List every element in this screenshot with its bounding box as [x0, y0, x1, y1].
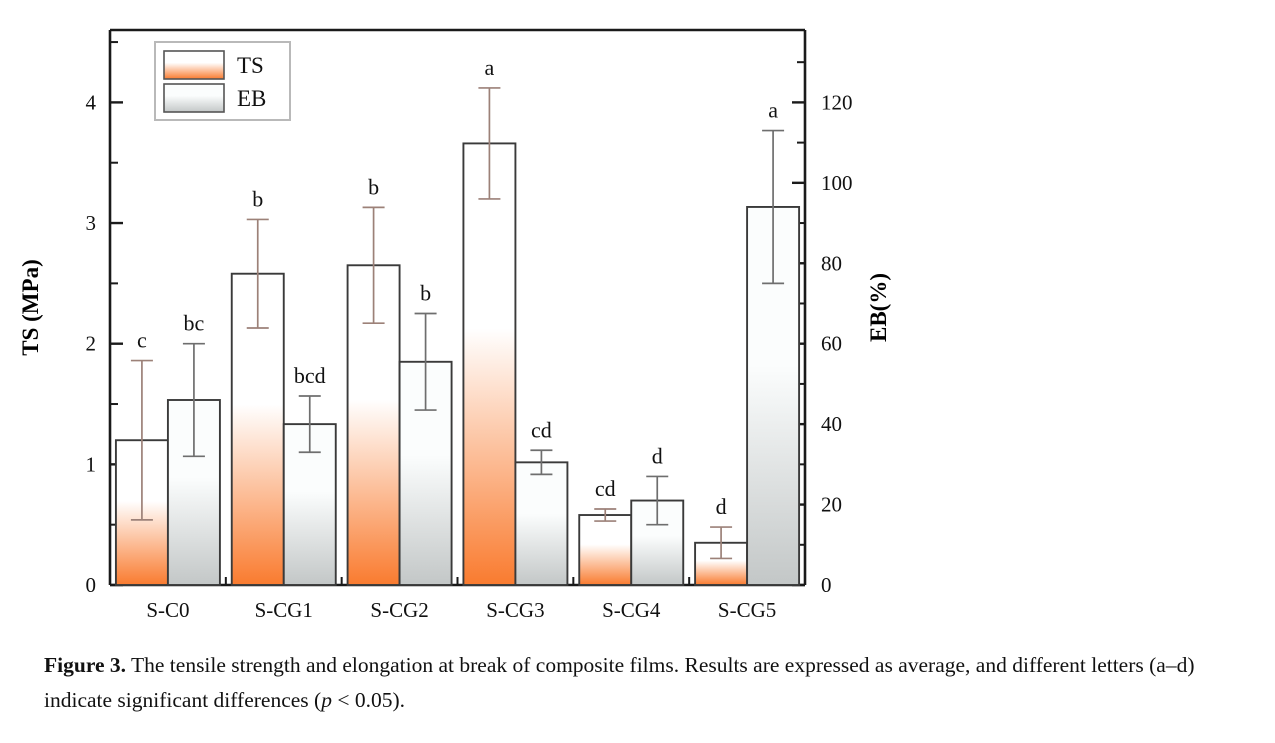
legend-swatch-ts[interactable]: [163, 50, 225, 80]
error-bar-ts: [710, 526, 733, 560]
error-bar-ts: [246, 218, 269, 329]
sig-letter-eb: bcd: [294, 363, 326, 388]
y2-tick-label: 40: [821, 412, 842, 436]
sig-letter-ts: b: [252, 186, 263, 211]
bars-group: c bc b bcd b b a cd cd d d a: [114, 55, 801, 586]
x-tick-label: S-CG1: [255, 598, 313, 622]
x-tick-label: S-C0: [146, 598, 189, 622]
error-bar-eb: [414, 312, 437, 411]
bar-eb[interactable]: [514, 461, 569, 586]
chart-legend: TS EB: [154, 41, 291, 121]
x-tick-label: S-CG3: [486, 598, 544, 622]
y2-tick-label: 120: [821, 90, 853, 114]
error-bar-eb: [646, 475, 669, 526]
y-tick-label: 4: [86, 90, 97, 114]
y-axis-right-ticks: 0 20 40 60 80 100 120: [792, 61, 853, 597]
y-tick-label: 2: [86, 332, 97, 356]
y-axis-left-ticks: 0 1 2 3 4: [86, 41, 123, 597]
chart-canvas: 0 1 2 3 4 0 20 40 60 80 100 120 S-C0 S-CG1 S-CG2 S-CG3 S…: [18, 28, 891, 622]
legend-label-ts: TS: [237, 53, 264, 78]
caption-p-italic: p: [321, 687, 332, 712]
x-tick-label: S-CG5: [718, 598, 776, 622]
y2-tick-label: 100: [821, 171, 853, 195]
y2-tick-label: 0: [821, 573, 832, 597]
error-bar-eb: [530, 449, 553, 476]
error-bar-ts: [362, 206, 385, 325]
sig-letter-ts: d: [716, 494, 727, 519]
x-axis-ticks: S-C0 S-CG1 S-CG2 S-CG3 S-CG4 S-CG5: [146, 572, 776, 622]
caption-sentence-2: < 0.05).: [331, 687, 405, 712]
sig-letter-eb: bc: [184, 311, 205, 336]
y2-axis-title: EB(%): [866, 273, 891, 342]
y-axis-title: TS (MPa): [18, 259, 43, 355]
error-bar-eb: [762, 129, 785, 285]
bar-ts[interactable]: [578, 514, 633, 586]
error-bar-ts: [594, 508, 617, 522]
bar-ts[interactable]: [462, 142, 517, 586]
error-bar-eb: [182, 342, 205, 458]
y-tick-label: 1: [86, 452, 97, 476]
caption-sentence-1: The tensile strength and elongation at b…: [44, 653, 1195, 712]
sig-letter-ts: c: [137, 328, 147, 353]
x-tick-label: S-CG4: [602, 598, 661, 622]
y2-tick-label: 60: [821, 332, 842, 356]
y2-tick-label: 80: [821, 251, 842, 275]
sig-letter-ts: a: [485, 55, 495, 80]
sig-letter-eb: a: [768, 98, 778, 123]
sig-letter-eb: d: [652, 443, 663, 468]
y-tick-label: 0: [86, 573, 97, 597]
y2-tick-label: 20: [821, 493, 842, 517]
error-bar-ts: [130, 359, 153, 521]
error-bar-ts: [478, 87, 501, 200]
sig-letter-eb: cd: [531, 417, 552, 442]
sig-letter-ts: b: [368, 174, 379, 199]
x-tick-label: S-CG2: [370, 598, 428, 622]
sig-letter-ts: cd: [595, 476, 616, 501]
figure-caption: Figure 3. The tensile strength and elong…: [44, 648, 1244, 718]
error-bar-eb: [298, 395, 321, 454]
legend-label-eb: EB: [237, 86, 266, 111]
sig-letter-eb: b: [420, 281, 431, 306]
y-tick-label: 3: [86, 211, 97, 235]
caption-figure-number: Figure 3.: [44, 653, 127, 677]
legend-swatch-eb[interactable]: [163, 83, 225, 113]
